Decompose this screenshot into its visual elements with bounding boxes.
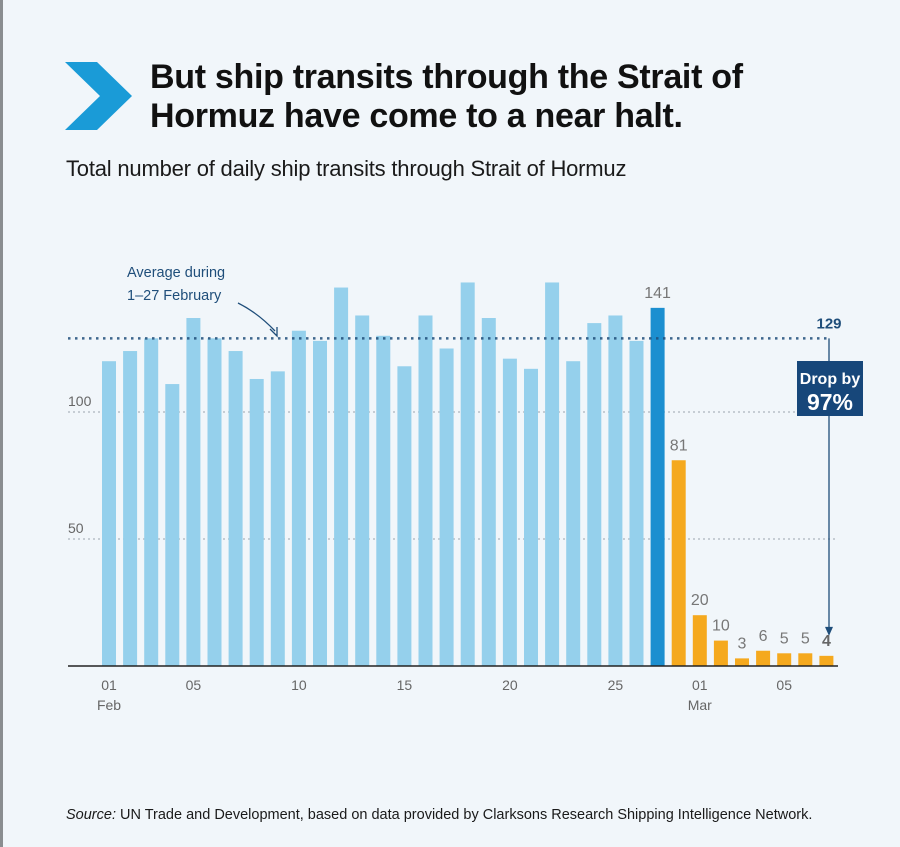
bar-feb-06 bbox=[207, 338, 222, 666]
annotation-arrow-head-icon bbox=[269, 327, 278, 338]
bar-feb-14 bbox=[376, 335, 391, 666]
bar-mar-06 bbox=[798, 653, 813, 666]
bar-mar-07 bbox=[819, 655, 834, 666]
x-tick-label: 05 bbox=[186, 677, 202, 693]
bar-chart: 50 100 129 Average during 1–27 February Drop … bbox=[68, 265, 863, 713]
bar-feb-03 bbox=[144, 338, 159, 666]
bar-feb-01 bbox=[102, 361, 116, 666]
x-tick-label: 05 bbox=[776, 677, 792, 693]
bar-value-label: 20 bbox=[691, 592, 709, 609]
bar-feb-26 bbox=[629, 340, 644, 666]
bar-value-label: 3 bbox=[738, 635, 747, 652]
bar-feb-05 bbox=[186, 318, 201, 666]
source-note: Source: UN Trade and Development, based … bbox=[66, 806, 866, 825]
bar-feb-12 bbox=[334, 287, 349, 666]
chevron-icon bbox=[65, 62, 132, 130]
bar-feb-24 bbox=[587, 323, 602, 666]
bar-feb-09 bbox=[270, 371, 285, 666]
bar-feb-21 bbox=[524, 368, 538, 666]
bar-value-label: 10 bbox=[712, 618, 730, 635]
x-tick-label: 01 bbox=[101, 677, 117, 693]
drop-callout-line1: Drop by bbox=[800, 371, 861, 388]
bar-value-label: 5 bbox=[780, 630, 789, 647]
x-tick-month-label: Mar bbox=[688, 697, 712, 713]
x-tick-month-label: Feb bbox=[97, 697, 121, 713]
average-value-label: 129 bbox=[816, 315, 841, 332]
bar-feb-04 bbox=[165, 384, 180, 666]
chart-headline: But ship transits through the Strait of … bbox=[150, 58, 743, 135]
bar-feb-11 bbox=[313, 340, 327, 666]
bar-feb-20 bbox=[502, 358, 517, 666]
drop-callout-box bbox=[797, 361, 863, 416]
bar-mar-01 bbox=[692, 615, 707, 666]
average-annotation-line1: Average during bbox=[127, 265, 225, 281]
bar-feb-16 bbox=[418, 315, 433, 666]
y-tick-label: 100 bbox=[68, 393, 92, 409]
bar-value-label: 4 bbox=[822, 633, 831, 650]
left-border bbox=[0, 0, 3, 847]
x-tick-label: 10 bbox=[291, 677, 307, 693]
bar-feb-25 bbox=[608, 315, 623, 666]
bar-feb-28 bbox=[671, 460, 686, 666]
bar-mar-02 bbox=[713, 640, 728, 666]
bar-feb-07 bbox=[228, 351, 243, 666]
x-tick-label: 25 bbox=[608, 677, 624, 693]
x-tick-label: 15 bbox=[397, 677, 413, 693]
bar-feb-18 bbox=[460, 282, 475, 666]
bar-value-label: 81 bbox=[670, 437, 688, 454]
average-annotation-line2: 1–27 February bbox=[127, 288, 222, 304]
bar-feb-27 bbox=[650, 307, 665, 666]
bar-feb-08 bbox=[249, 378, 264, 666]
source-text: UN Trade and Development, based on data … bbox=[115, 807, 813, 823]
bar-feb-02 bbox=[123, 351, 138, 666]
bar-feb-17 bbox=[439, 348, 454, 666]
bar-mar-04 bbox=[756, 650, 771, 666]
annotation-arrow-line bbox=[237, 302, 276, 332]
bar-value-label: 6 bbox=[759, 628, 768, 645]
bar-mar-03 bbox=[735, 658, 749, 666]
x-tick-label: 01 bbox=[692, 677, 708, 693]
bar-feb-13 bbox=[355, 315, 370, 666]
y-tick-label: 50 bbox=[68, 520, 84, 536]
bar-feb-23 bbox=[566, 361, 581, 666]
source-label: Source: bbox=[66, 807, 116, 823]
bar-mar-05 bbox=[777, 653, 792, 666]
drop-callout-line2: 97% bbox=[807, 389, 853, 415]
bar-feb-22 bbox=[545, 282, 560, 666]
bar-feb-19 bbox=[481, 318, 496, 666]
x-tick-label: 20 bbox=[502, 677, 518, 693]
bar-value-label: 141 bbox=[644, 285, 671, 302]
bar-feb-10 bbox=[291, 330, 306, 666]
bar-value-label: 5 bbox=[801, 630, 810, 647]
chart-subtitle: Total number of daily ship transits thro… bbox=[66, 156, 627, 181]
bar-feb-15 bbox=[397, 366, 412, 666]
drop-arrow-head-icon bbox=[825, 626, 833, 636]
